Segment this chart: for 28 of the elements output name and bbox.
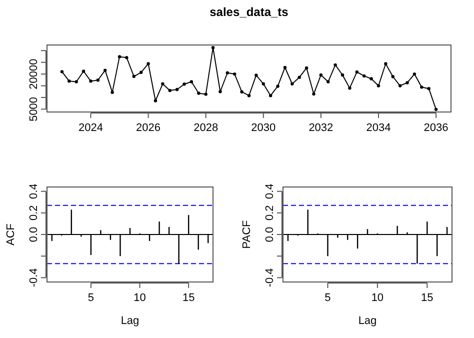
x-tick-label: 2034 [366,122,391,134]
y-tick-label: 0.0 [264,226,276,242]
x-axis-title: Lag [120,315,140,327]
x-tick-label: 5 [88,292,94,304]
x-tick-label: 2036 [424,122,448,134]
y-tick-label: 20000 [28,58,40,90]
y-tick-label: 0.2 [264,205,276,221]
y-tick-label: 0.4 [264,184,276,199]
x-tick-label: 15 [421,292,434,304]
y-tick-label: -0.4 [28,268,40,288]
x-tick-label: 15 [182,292,195,304]
y-tick-label: 5000 [28,96,40,122]
y-tick-label: 0.4 [28,184,40,199]
y-axis-title: PACF [241,220,253,249]
x-tick-label: 2024 [78,122,103,134]
x-tick-label: 2028 [194,122,218,134]
x-tick-label: 2032 [308,122,334,134]
y-tick-label: 0.0 [28,226,40,242]
y-tick-label: 0.2 [28,205,40,221]
x-tick-label: 10 [371,292,384,304]
x-axis-title: Lag [358,315,377,327]
x-tick-label: 10 [134,292,146,304]
chart-title: sales_data_ts [210,5,289,19]
y-tick-label: -0.4 [264,268,276,288]
x-tick-label: 2030 [251,122,276,134]
y-axis-title: ACF [5,223,17,246]
x-tick-label: 2026 [136,122,161,134]
x-tick-label: 5 [324,292,331,304]
